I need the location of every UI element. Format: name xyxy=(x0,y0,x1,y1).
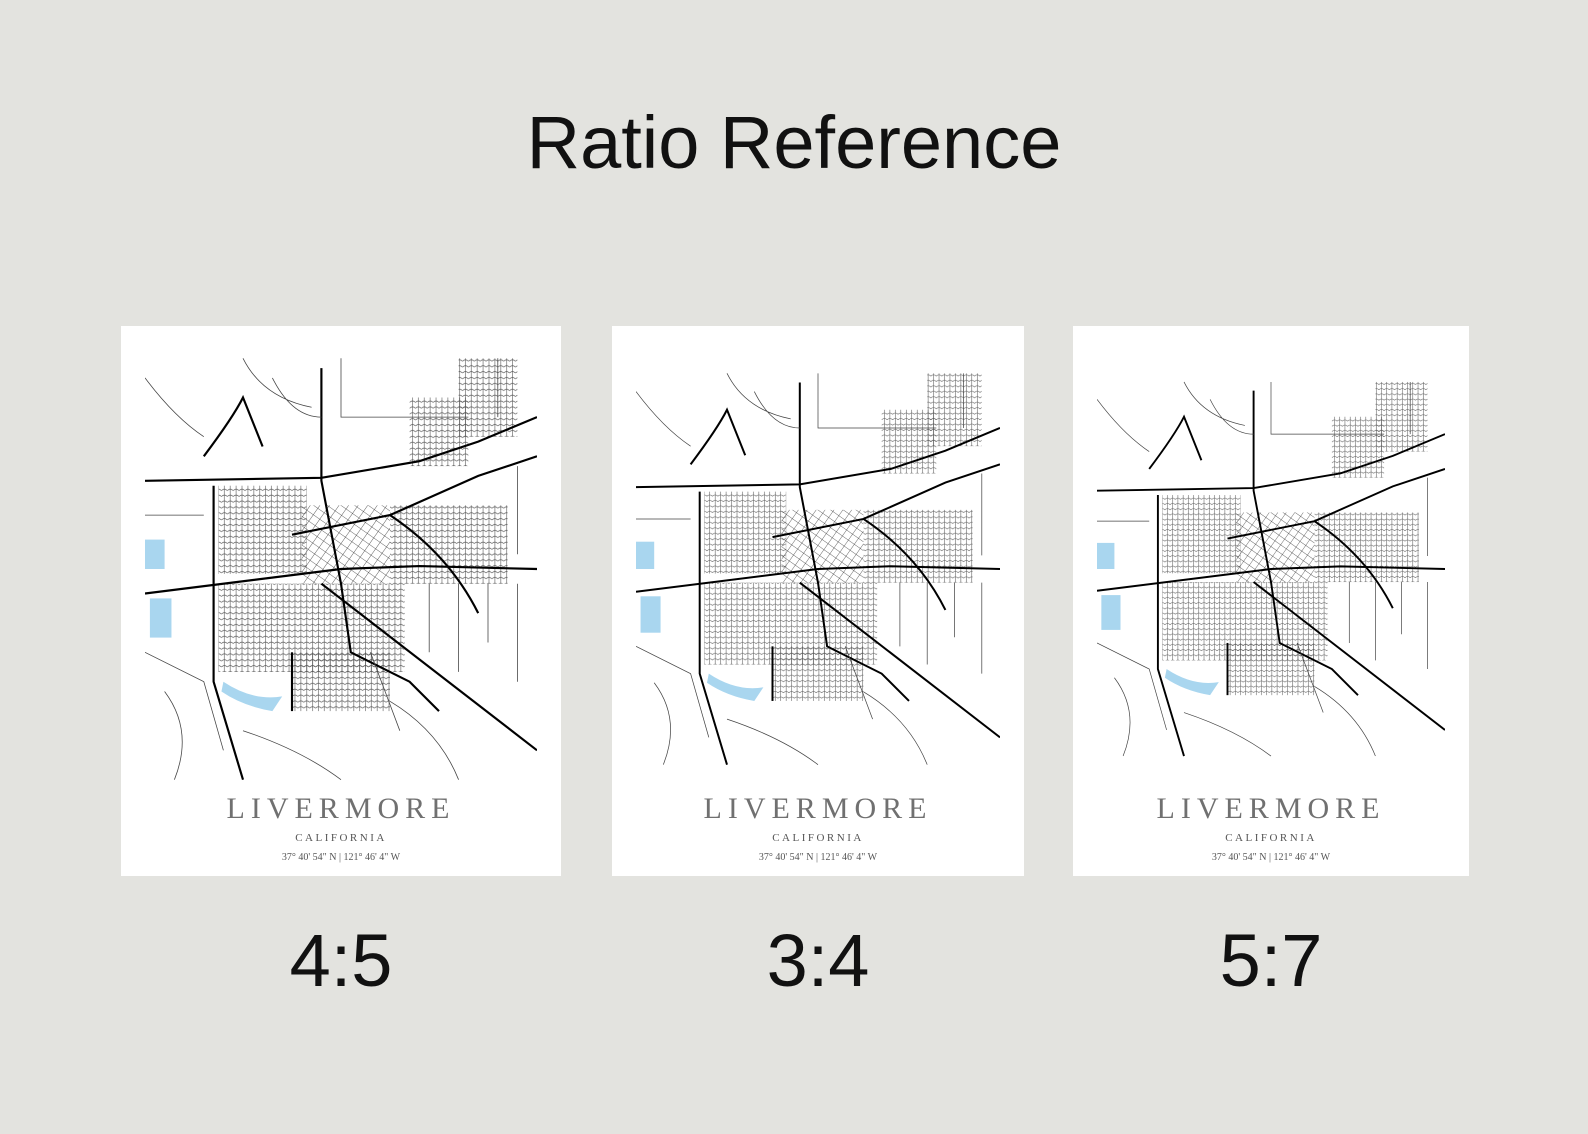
title: Ratio Reference xyxy=(526,101,1062,184)
poster: LIVERMORE CALIFORNIA 37° 40' 54" N | 121… xyxy=(121,326,561,876)
city: LIVERMORE xyxy=(1156,792,1386,825)
map xyxy=(1097,380,1445,758)
state: CALIFORNIA xyxy=(295,832,387,844)
ratio-label: 5:7 xyxy=(1219,919,1323,1002)
state: CALIFORNIA xyxy=(1225,832,1317,844)
poster: LIVERMORE CALIFORNIA 37° 40' 54" N | 121… xyxy=(1073,326,1469,876)
coords: 37° 40' 54" N | 121° 46' 4" W xyxy=(281,852,401,863)
map xyxy=(145,357,537,781)
coords: 37° 40' 54" N | 121° 46' 4" W xyxy=(758,852,878,863)
state: CALIFORNIA xyxy=(772,832,864,844)
poster: LIVERMORE CALIFORNIA 37° 40' 54" N | 121… xyxy=(612,326,1024,876)
city: LIVERMORE xyxy=(703,792,933,825)
ratio-label: 3:4 xyxy=(766,919,870,1002)
ratio-label: 4:5 xyxy=(289,919,393,1002)
coords: 37° 40' 54" N | 121° 46' 4" W xyxy=(1211,852,1331,863)
map xyxy=(636,372,1000,766)
city: LIVERMORE xyxy=(226,792,456,825)
